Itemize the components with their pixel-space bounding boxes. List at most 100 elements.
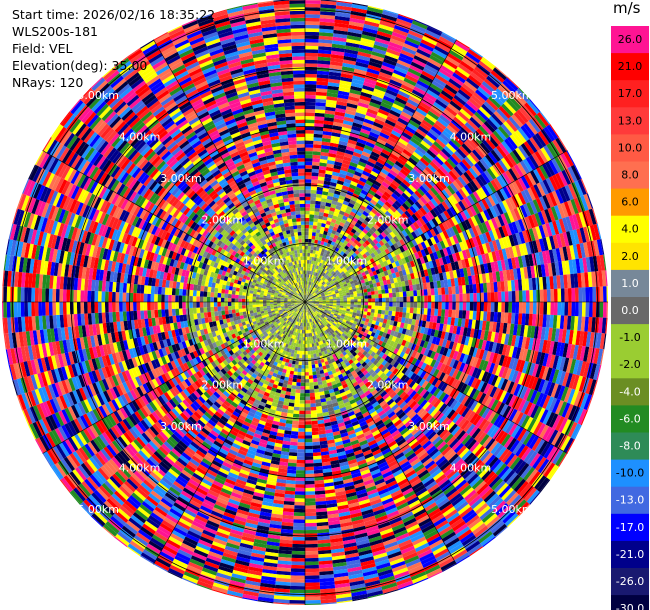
gate-cell: [404, 210, 412, 219]
gate-cell: [351, 177, 360, 184]
gate-cell: [522, 290, 527, 302]
gate-cell: [481, 123, 493, 136]
gate-cell: [318, 295, 322, 298]
gate-cell: [432, 344, 439, 353]
gate-cell: [469, 328, 475, 338]
gate-cell: [410, 296, 414, 302]
gate-cell: [436, 70, 451, 82]
gate-cell: [475, 403, 485, 415]
gate-cell: [320, 201, 327, 206]
gate-cell: [452, 204, 461, 215]
gate-cell: [465, 248, 472, 259]
gate-cell: [563, 274, 568, 289]
gate-cell: [311, 239, 315, 244]
gate-cell: [305, 252, 308, 257]
gate-cell: [321, 248, 326, 253]
gate-cell: [366, 222, 374, 229]
gate-cell: [552, 355, 560, 370]
gate-cell: [506, 98, 519, 112]
gate-cell: [502, 80, 516, 94]
gate-cell: [474, 111, 487, 124]
gate-cell: [413, 325, 419, 332]
gate-cell: [415, 128, 427, 138]
gate-cell: [387, 351, 394, 358]
gate-cell: [342, 308, 347, 311]
gate-cell: [400, 49, 415, 59]
gate-cell: [316, 406, 323, 411]
gate-cell: [463, 140, 475, 152]
gate-cell: [408, 356, 415, 364]
gate-cell: [372, 316, 378, 322]
gate-cell: [354, 249, 360, 256]
gate-cell: [514, 179, 524, 193]
gate-cell: [569, 358, 577, 374]
gate-cell: [601, 270, 607, 287]
gate-cell: [384, 201, 392, 209]
gate-cell: [555, 451, 567, 467]
gate-cell: [382, 302, 386, 307]
gate-cell: [390, 330, 396, 336]
gate-cell: [311, 303, 316, 305]
gate-cell: [371, 320, 377, 325]
gate-cell: [371, 302, 376, 306]
gate-cell: [466, 410, 476, 422]
gate-cell: [391, 166, 400, 175]
gate-cell: [316, 186, 324, 192]
gate-cell: [406, 307, 411, 314]
gate-cell: [447, 262, 453, 272]
gate-cell: [414, 237, 421, 245]
gate-cell: [328, 75, 341, 81]
gate-cell: [445, 271, 451, 280]
gate-cell: [466, 302, 470, 311]
gate-cell: [484, 196, 493, 208]
gate-cell: [330, 178, 338, 184]
gate-cell: [518, 231, 526, 244]
gate-cell: [365, 273, 371, 279]
gate-cell: [322, 252, 327, 258]
gate-cell: [406, 143, 417, 152]
gate-cell: [391, 72, 405, 81]
gate-cell: [466, 398, 476, 410]
gate-cell: [435, 337, 441, 346]
gate-cell: [381, 250, 388, 257]
gate-cell: [511, 180, 521, 194]
gate-cell: [418, 378, 426, 387]
gate-cell: [339, 303, 344, 307]
gate-cell: [307, 252, 311, 257]
gate-cell: [316, 74, 329, 79]
gate-cell: [328, 308, 333, 311]
gate-cell: [351, 241, 357, 248]
gate-cell: [540, 147, 552, 162]
gate-cell: [370, 291, 375, 296]
gate-cell: [489, 426, 500, 439]
gate-cell: [443, 175, 453, 185]
gate-cell: [325, 166, 334, 172]
gate-cell: [313, 293, 317, 296]
gate-cell: [305, 94, 316, 99]
gate-cell: [347, 252, 353, 258]
gate-cell: [484, 340, 491, 352]
gate-cell: [545, 177, 556, 193]
gate-cell: [549, 314, 554, 329]
gate-cell: [514, 256, 520, 269]
gate-cell: [326, 163, 335, 169]
gate-cell: [322, 304, 326, 307]
gate-cell: [475, 89, 489, 102]
gate-cell: [413, 19, 429, 27]
gate-cell: [345, 193, 353, 200]
gate-cell: [396, 157, 407, 166]
gate-cell: [459, 108, 472, 120]
gate-cell: [307, 256, 310, 261]
gate-cell: [433, 266, 439, 275]
gate-cell: [394, 96, 407, 105]
gate-cell: [392, 146, 403, 155]
gate-cell: [332, 196, 339, 202]
gate-cell: [554, 261, 560, 276]
gate-cell: [451, 225, 459, 235]
gate-cell: [567, 288, 572, 302]
gate-cell: [322, 187, 330, 193]
gate-cell: [361, 327, 366, 333]
gate-cell: [440, 64, 455, 76]
gate-cell: [458, 393, 467, 404]
gate-cell: [500, 123, 513, 137]
